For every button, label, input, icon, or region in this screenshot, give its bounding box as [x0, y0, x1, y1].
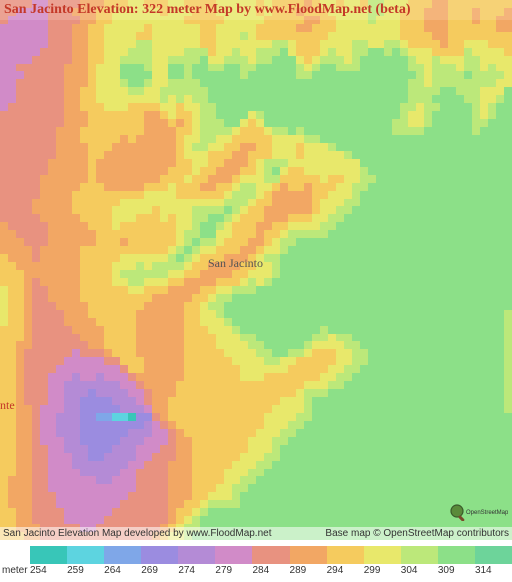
legend-color-bar	[0, 546, 512, 564]
osm-text: OpenStreetMap	[466, 510, 508, 516]
legend-value: 274	[178, 565, 215, 576]
legend-swatch	[438, 546, 475, 564]
center-city-label: San Jacinto	[208, 256, 263, 271]
map-container: San Jacinto Elevation: 322 meter Map by …	[0, 0, 512, 582]
legend-swatch	[104, 546, 141, 564]
legend-swatch	[178, 546, 215, 564]
footer-credit-right: Base map © OpenStreetMap contributors	[325, 528, 509, 539]
legend-swatch	[475, 546, 512, 564]
map-footer: San Jacinto Elevation Map developed by w…	[0, 527, 512, 540]
legend-value: 314	[475, 565, 512, 576]
legend-value: 284	[252, 565, 289, 576]
legend-value: 254	[30, 565, 67, 576]
legend-value: 279	[215, 565, 252, 576]
legend-unit: meter	[0, 565, 30, 576]
footer-credit-left: San Jacinto Elevation Map developed by w…	[3, 528, 272, 539]
elevation-map[interactable]: San Jacinto Elevation: 322 meter Map by …	[0, 0, 512, 540]
legend-swatch	[327, 546, 364, 564]
legend-swatch	[252, 546, 289, 564]
legend-swatch	[290, 546, 327, 564]
legend-swatch	[30, 546, 67, 564]
legend-value: 259	[67, 565, 104, 576]
legend-swatch	[215, 546, 252, 564]
osm-logo[interactable]: OpenStreetMap	[448, 503, 508, 526]
elevation-legend: meter25425926426927427928428929429930430…	[0, 540, 512, 582]
legend-value: 309	[438, 565, 475, 576]
legend-swatch	[364, 546, 401, 564]
legend-value: 289	[290, 565, 327, 576]
legend-labels: meter25425926426927427928428929429930430…	[0, 564, 512, 582]
legend-value: 264	[104, 565, 141, 576]
map-title: San Jacinto Elevation: 322 meter Map by …	[0, 0, 512, 20]
legend-value: 299	[364, 565, 401, 576]
legend-swatch	[141, 546, 178, 564]
legend-swatch	[67, 546, 104, 564]
legend-swatch	[401, 546, 438, 564]
legend-value: 304	[401, 565, 438, 576]
legend-value: 269	[141, 565, 178, 576]
left-edge-label: nte	[0, 398, 15, 413]
legend-value: 294	[327, 565, 364, 576]
